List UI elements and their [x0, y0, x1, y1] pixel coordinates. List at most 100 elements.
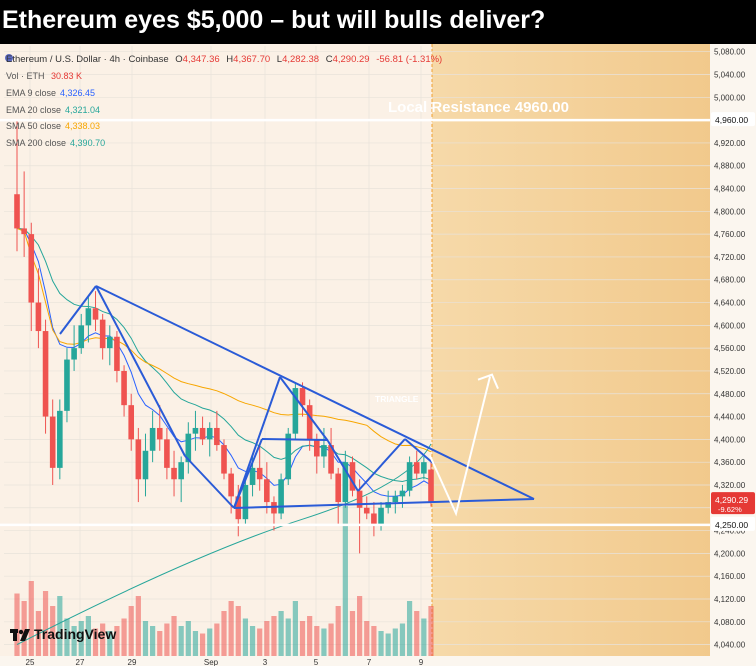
candle-body	[156, 427, 163, 440]
candle-body	[256, 467, 263, 480]
badge-box	[711, 492, 755, 515]
candle-body	[249, 467, 256, 485]
candle-body	[399, 490, 406, 497]
indicator-value: 4,321.04	[65, 104, 101, 115]
y-tick-label: 4,680.00	[714, 276, 746, 285]
headline: Ethereum eyes $5,000 – but will bulls de…	[0, 0, 756, 44]
candle	[278, 473, 284, 520]
y-tick-label: 4,920.00	[714, 139, 746, 148]
candle-body	[28, 234, 35, 303]
future-zone-gradient	[432, 44, 710, 656]
volume-bar	[249, 626, 256, 656]
candle	[71, 325, 77, 371]
volume-bar	[107, 631, 113, 656]
y-tick-label: 5,000.00	[714, 93, 746, 102]
indicator-value: 4,338.03	[65, 121, 101, 131]
triangle-pattern	[59, 285, 535, 509]
candle-body	[313, 439, 320, 457]
candle	[306, 399, 313, 451]
candle	[256, 445, 263, 491]
candle	[171, 450, 177, 497]
candle-body	[71, 348, 77, 360]
price-axis	[710, 44, 756, 666]
support-badge: 4,250.00	[711, 516, 755, 531]
indicator-3[interactable]: SMA 200 close 4,390.70	[6, 138, 105, 148]
x-tick-label: 27	[76, 658, 85, 666]
candle-body	[428, 469, 434, 503]
volume-bar	[335, 606, 341, 656]
candle-body	[349, 462, 356, 491]
symbol-name[interactable]: Ethereum / U.S. Dollar · 4h · Coinbase	[6, 54, 169, 65]
candle	[128, 393, 135, 451]
volume-bar	[71, 626, 77, 656]
y-tick-label: 4,840.00	[714, 185, 746, 194]
candle	[64, 348, 70, 423]
candle	[42, 319, 49, 434]
chart[interactable]: 4,040.00 4,080.00 4,120.00 4,160.00 4,200.00…	[0, 44, 756, 666]
candle-body	[57, 410, 63, 468]
candle-body	[185, 433, 192, 463]
candle-body	[392, 496, 399, 503]
x-tick-label: 5	[314, 658, 319, 666]
volume-bar	[100, 623, 106, 656]
candle-body	[356, 490, 363, 508]
volume-bar	[114, 626, 120, 656]
volume-bar	[385, 633, 391, 656]
volume-bar	[392, 628, 398, 656]
volume-bar	[321, 628, 327, 656]
candle	[78, 313, 85, 354]
ohlc-open: 4,347.36	[182, 54, 220, 65]
volume-bar	[228, 601, 234, 656]
volume-bar	[399, 623, 406, 656]
y-tick-label: 5,040.00	[714, 71, 746, 80]
volume-bar	[157, 631, 163, 656]
y-tick-label: 4,080.00	[714, 618, 746, 627]
y-tick-label: 4,800.00	[714, 207, 746, 216]
volume-bar	[28, 581, 34, 656]
y-tick-label: 4,760.00	[714, 230, 746, 239]
indicator-1[interactable]: EMA 20 close 4,321.04	[6, 105, 100, 115]
x-tick-label: 29	[128, 658, 137, 666]
resistance-annotation: Local Resistance 4960.00	[388, 99, 569, 116]
volume-bar	[185, 621, 191, 656]
candle	[57, 399, 63, 480]
candle	[349, 456, 356, 497]
volume-bar	[264, 621, 270, 656]
resistance-badge: 4,960.00	[711, 112, 755, 127]
y-tick-label: 5,080.00	[714, 48, 746, 57]
candle-body	[106, 336, 113, 349]
indicator-2[interactable]: SMA 50 close 4,338.03	[6, 121, 100, 131]
volume-bar	[235, 606, 241, 656]
volume-bar	[314, 626, 320, 656]
legend-volume[interactable]: Vol · ETH 30.83 K	[6, 71, 83, 81]
trendline	[95, 285, 535, 500]
candle-body	[149, 427, 156, 451]
badge-subtext: -9.62%	[718, 505, 742, 514]
trendline	[59, 285, 97, 335]
candle	[49, 399, 56, 485]
volume-bar	[378, 631, 384, 656]
candle-body	[413, 462, 420, 474]
candle-body	[363, 507, 370, 514]
candle	[392, 490, 399, 514]
y-tick-label: 4,360.00	[714, 458, 746, 467]
candle	[35, 268, 42, 349]
trendline	[233, 438, 263, 509]
ohlc-high: 4,367.70	[233, 54, 271, 65]
candle-body	[21, 228, 27, 235]
y-tick-label: 4,320.00	[714, 481, 746, 490]
candle-body	[114, 336, 120, 371]
candle	[185, 422, 192, 474]
sma50-line	[16, 227, 432, 453]
y-tick-label: 4,560.00	[714, 344, 746, 353]
indicator-value: 4,390.70	[70, 137, 106, 148]
tradingview-logo[interactable]: TradingView	[10, 626, 116, 642]
candle-body	[142, 450, 149, 480]
ohlc-change: -56.81 (-1.31%)	[376, 54, 443, 65]
volume-bar	[278, 611, 284, 656]
candle-body	[242, 484, 249, 520]
badge-text: 4,960.00	[715, 115, 748, 125]
indicator-0[interactable]: EMA 9 close 4,326.45	[6, 88, 95, 98]
candle-body	[335, 473, 342, 503]
volume-bar	[171, 616, 177, 656]
